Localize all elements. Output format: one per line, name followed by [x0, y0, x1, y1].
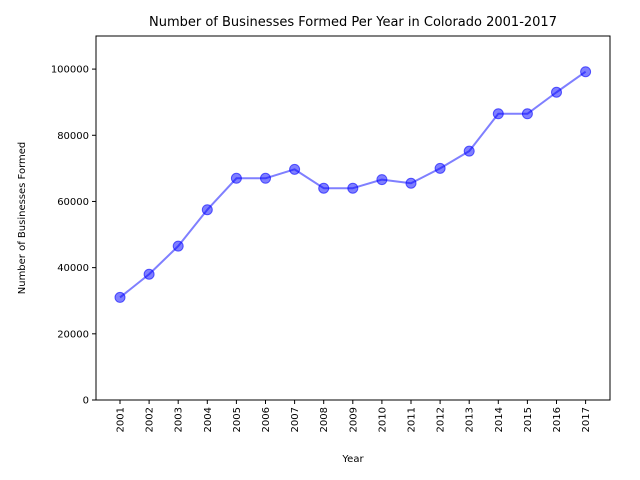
- plot-frame: [95, 35, 611, 401]
- x-axis: 2001 2002 2003 2004 2005 2006 2007 2008 2009 2010…: [116, 400, 592, 432]
- x-tick-label: 2005: [232, 407, 243, 432]
- data-point: [580, 66, 592, 78]
- data-point: [463, 145, 475, 157]
- x-tick-label: 2004: [203, 407, 214, 432]
- plot-area: [95, 35, 611, 401]
- data-point: [376, 174, 388, 186]
- x-tick-label: 2012: [436, 407, 447, 432]
- x-tick-label: 2002: [145, 407, 156, 432]
- x-tick-label: 2001: [116, 407, 127, 432]
- data-point: [492, 108, 504, 120]
- chart-title: Number of Businesses Formed Per Year in …: [149, 15, 557, 30]
- data-point: [260, 172, 271, 184]
- x-tick-label: 2010: [377, 407, 388, 432]
- x-axis-label: Year: [341, 454, 364, 465]
- data-point: [289, 163, 301, 175]
- data-point: [405, 177, 417, 189]
- y-axis: 0 20000 40000 60000 80000 100000: [51, 65, 96, 407]
- y-axis-label: Number of Businesses Formed: [17, 142, 28, 295]
- data-point: [172, 240, 184, 252]
- y-tick-label: 20000: [57, 329, 89, 340]
- y-tick-label: 0: [83, 396, 89, 407]
- y-tick-label: 100000: [51, 65, 89, 76]
- x-tick-label: 2014: [494, 407, 505, 432]
- data-point: [551, 86, 562, 98]
- data-point: [434, 162, 446, 174]
- x-tick-label: 2009: [348, 407, 359, 432]
- data-point: [347, 182, 359, 194]
- x-tick-label: 2007: [290, 407, 301, 432]
- x-tick-label: 2013: [465, 407, 476, 432]
- y-tick-label: 80000: [57, 131, 89, 142]
- data-point: [143, 268, 155, 280]
- x-tick-label: 2006: [261, 407, 272, 432]
- x-tick-label: 2003: [174, 407, 185, 432]
- data-point: [521, 108, 533, 120]
- data-point: [201, 204, 213, 216]
- x-tick-label: 2017: [581, 407, 592, 432]
- y-tick-label: 60000: [57, 197, 89, 208]
- x-tick-label: 2016: [552, 407, 563, 432]
- data-point: [230, 172, 242, 184]
- data-point: [114, 291, 126, 303]
- x-tick-label: 2008: [319, 407, 330, 432]
- series-layer: [114, 66, 592, 303]
- data-point: [318, 182, 330, 194]
- y-tick-label: 40000: [57, 263, 89, 274]
- x-tick-label: 2011: [407, 407, 418, 432]
- x-tick-label: 2015: [523, 407, 534, 432]
